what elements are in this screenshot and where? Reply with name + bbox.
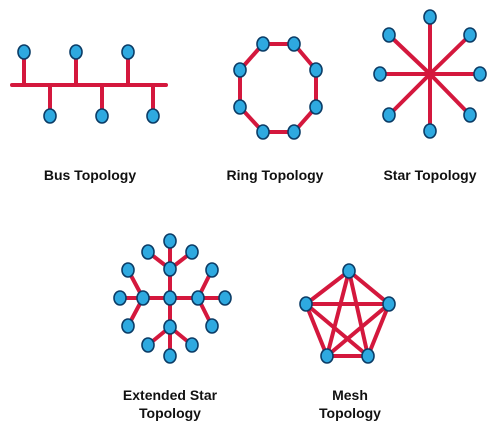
mesh-topology-label: Mesh Topology <box>280 386 420 422</box>
network-node <box>287 36 301 52</box>
star-topology-graphic <box>373 9 487 139</box>
mesh-link-line <box>325 269 351 358</box>
star-spoke-line <box>387 33 432 76</box>
network-node <box>95 108 109 124</box>
network-node <box>463 27 477 43</box>
network-node <box>473 66 487 82</box>
network-node <box>43 108 57 124</box>
network-node <box>299 296 313 312</box>
network-node <box>256 124 270 140</box>
star-spoke-line <box>428 33 472 76</box>
mesh-label-line2: Topology <box>319 405 381 421</box>
star-spoke-line <box>428 72 472 117</box>
network-node <box>205 318 219 334</box>
network-node <box>121 262 135 278</box>
network-node <box>423 9 437 25</box>
network-node <box>342 263 356 279</box>
ring-label-text: Ring Topology <box>226 167 324 183</box>
network-node <box>382 27 396 43</box>
mesh-link-line <box>366 302 391 358</box>
ring-topology-graphic <box>233 36 323 140</box>
network-node <box>163 261 177 277</box>
star-spoke-line <box>387 72 432 117</box>
bus-topology-graphic <box>10 44 168 124</box>
network-node <box>136 290 150 306</box>
network-node <box>185 244 199 260</box>
extended-star-label-line2: Topology <box>139 405 201 421</box>
mesh-link-line <box>347 269 370 358</box>
network-node <box>121 44 135 60</box>
extended-star-label-line1: Extended Star <box>122 387 218 403</box>
network-node <box>141 244 155 260</box>
network-node <box>141 337 155 353</box>
network-node <box>373 66 387 82</box>
star-label-text: Star Topology <box>383 167 477 183</box>
bus-label-text: Bus Topology <box>43 167 137 183</box>
star-topology-label: Star Topology <box>360 166 497 184</box>
bus-topology-label: Bus Topology <box>20 166 160 184</box>
network-node <box>218 290 232 306</box>
mesh-link-line <box>304 302 370 358</box>
mesh-topology-graphic <box>299 263 396 364</box>
network-node <box>113 290 127 306</box>
network-node <box>361 348 375 364</box>
network-node <box>382 107 396 123</box>
network-node <box>163 348 177 364</box>
network-node <box>205 262 219 278</box>
network-node <box>146 108 160 124</box>
ring-topology-label: Ring Topology <box>205 166 345 184</box>
extended-star-topology-graphic <box>113 233 232 364</box>
network-node <box>163 290 177 306</box>
network-node <box>121 318 135 334</box>
network-node <box>185 337 199 353</box>
network-node <box>320 348 334 364</box>
network-node <box>423 123 437 139</box>
network-node <box>191 290 205 306</box>
network-node <box>287 124 301 140</box>
network-node <box>382 296 396 312</box>
network-node <box>163 319 177 335</box>
mesh-link-line <box>347 269 391 306</box>
mesh-link-line <box>304 269 351 306</box>
mesh-link-line <box>325 302 391 358</box>
mesh-label-line1: Mesh <box>332 387 368 403</box>
network-node <box>309 99 323 115</box>
extended-star-topology-label: Extended Star Topology <box>100 386 240 422</box>
network-node <box>309 62 323 78</box>
network-node <box>256 36 270 52</box>
network-node <box>69 44 83 60</box>
network-node <box>163 233 177 249</box>
network-node <box>17 44 31 60</box>
network-node <box>463 107 477 123</box>
network-node <box>233 62 247 78</box>
mesh-link-line <box>304 302 329 358</box>
network-node <box>233 99 247 115</box>
